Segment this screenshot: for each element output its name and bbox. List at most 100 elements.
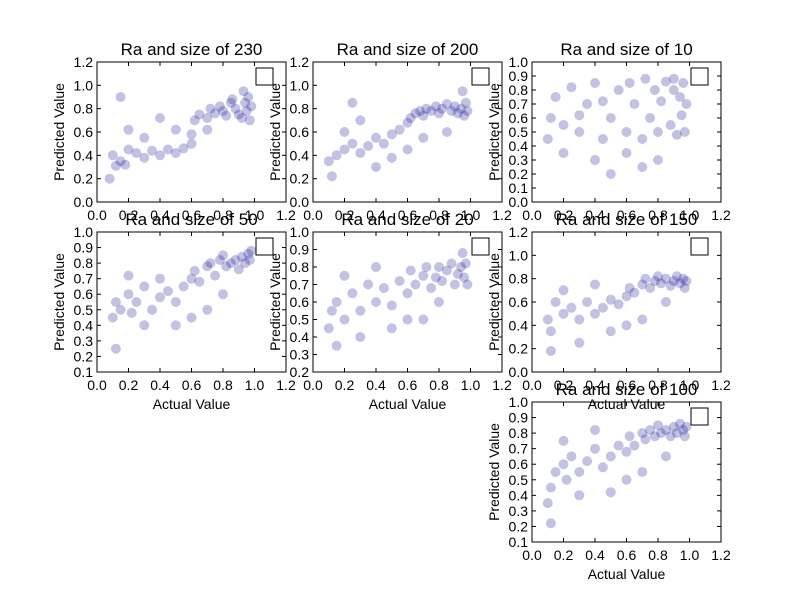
- data-point: [186, 129, 197, 140]
- data-point: [331, 150, 342, 161]
- x-tick-label: 0.2: [335, 377, 355, 393]
- data-point: [566, 82, 577, 93]
- y-tick-label: 0.5: [290, 312, 310, 328]
- y-tick-label: 1.0: [509, 54, 529, 70]
- y-tick-label: 0.6: [74, 124, 94, 140]
- data-point: [405, 265, 416, 276]
- data-point: [637, 467, 648, 477]
- data-point: [605, 326, 616, 337]
- data-point: [545, 518, 556, 529]
- data-point: [402, 117, 413, 128]
- x-tick-label: 0.0: [87, 207, 107, 223]
- data-point: [123, 270, 134, 281]
- data-point: [574, 490, 585, 501]
- data-point: [597, 462, 608, 473]
- x-tick-label: 1.0: [680, 547, 700, 563]
- data-point: [410, 279, 421, 290]
- y-axis-label: Predicted Value: [486, 253, 502, 351]
- x-axis-label: Actual Value: [153, 396, 231, 412]
- data-point: [678, 273, 689, 284]
- y-tick-label: 0.6: [509, 456, 529, 472]
- data-point: [462, 279, 473, 290]
- data-point: [545, 113, 556, 123]
- data-point: [621, 291, 632, 302]
- data-point: [115, 92, 126, 102]
- data-point: [545, 326, 556, 337]
- data-point: [558, 285, 569, 296]
- legend-box: [690, 237, 709, 256]
- data-point: [147, 304, 158, 315]
- data-point: [456, 103, 467, 114]
- x-tick-label: 0.2: [335, 207, 355, 223]
- x-tick-label: 1.0: [245, 377, 265, 393]
- data-point: [597, 96, 608, 107]
- data-point: [558, 459, 569, 470]
- data-point: [170, 124, 181, 135]
- data-point: [378, 283, 389, 293]
- data-point: [678, 78, 689, 88]
- data-point: [107, 312, 118, 323]
- data-point: [430, 272, 441, 283]
- x-tick-label: 0.2: [119, 377, 139, 393]
- y-axis-label: Predicted Value: [486, 83, 502, 181]
- y-axis-label: Predicted Value: [267, 253, 283, 351]
- data-point: [613, 85, 624, 95]
- data-point: [457, 86, 468, 97]
- y-tick-label: 0.3: [509, 503, 529, 519]
- data-point: [402, 288, 413, 299]
- data-point: [139, 152, 150, 163]
- data-point: [221, 261, 232, 272]
- y-tick-label: 0.4: [290, 329, 310, 345]
- legend-box: [690, 407, 709, 426]
- data-point: [574, 337, 585, 348]
- data-point: [613, 299, 624, 310]
- data-point: [597, 302, 608, 313]
- data-point: [561, 474, 572, 485]
- data-point: [339, 270, 350, 281]
- data-point: [441, 127, 452, 137]
- data-point: [624, 431, 635, 442]
- data-point: [170, 148, 181, 158]
- data-point: [363, 279, 374, 290]
- data-point: [558, 308, 569, 319]
- data-point: [170, 320, 181, 331]
- data-point: [671, 271, 682, 282]
- y-tick-label: 0.9: [74, 240, 94, 256]
- y-tick-label: 0.4: [290, 147, 310, 163]
- y-tick-label: 0.6: [290, 294, 310, 310]
- y-tick-label: 0.2: [290, 364, 310, 380]
- data-point: [162, 286, 173, 297]
- y-tick-label: 0.0: [509, 194, 529, 210]
- subplot-2: 0.0 0.2 0.4 0.6 0.8 1.0 1.20.00.20.40.60.81.01…: [267, 40, 512, 223]
- data-point: [681, 99, 692, 109]
- data-point: [218, 250, 228, 261]
- x-tick-label: 0.8: [213, 207, 233, 223]
- y-tick-label: 0.8: [74, 255, 94, 271]
- data-point: [446, 258, 457, 269]
- y-tick-label: 0.7: [509, 96, 529, 112]
- data-point: [437, 103, 448, 114]
- data-point: [202, 304, 213, 315]
- data-point: [558, 435, 569, 446]
- y-tick-label: 0.4: [509, 487, 529, 503]
- data-point: [545, 482, 556, 493]
- y-tick-label: 0.2: [74, 171, 94, 187]
- data-point: [355, 115, 366, 126]
- x-tick-label: 0.2: [554, 207, 574, 223]
- x-tick-label: 1.2: [711, 547, 731, 563]
- data-point: [115, 304, 126, 315]
- data-point: [240, 97, 251, 108]
- data-point: [437, 276, 448, 286]
- data-point: [452, 108, 463, 119]
- y-tick-label: 0.0: [74, 194, 94, 210]
- x-tick-label: 1.2: [276, 377, 296, 393]
- y-tick-label: 0.6: [74, 286, 94, 302]
- data-point: [665, 431, 676, 442]
- y-tick-label: 0.5: [509, 472, 529, 488]
- data-point: [668, 421, 679, 432]
- data-point: [410, 108, 421, 119]
- data-point: [162, 144, 173, 155]
- data-point: [558, 120, 569, 130]
- x-tick-label: 0.4: [150, 207, 170, 223]
- data-point: [233, 109, 244, 120]
